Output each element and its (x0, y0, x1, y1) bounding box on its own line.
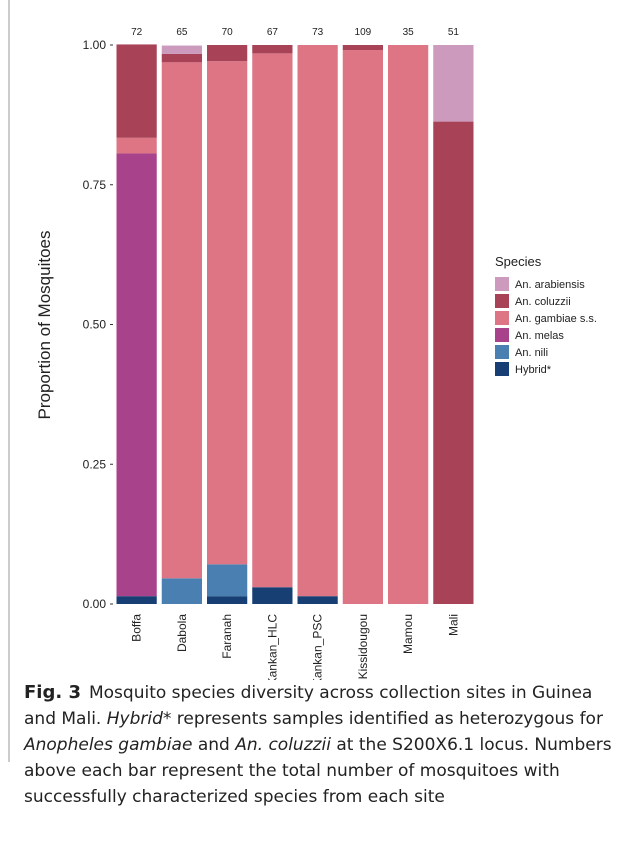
caption-text: Mosquito species diversity across collec… (24, 683, 593, 729)
bar-segment (252, 45, 293, 54)
bar-segment (207, 45, 248, 62)
legend-swatch (495, 311, 509, 325)
bar-segment (116, 44, 157, 138)
bar-total: 73 (312, 27, 324, 38)
legend-swatch (495, 294, 509, 308)
bar-segment (161, 578, 202, 604)
bar-segment (297, 45, 338, 597)
bar-segment (252, 587, 293, 604)
y-tick-label: 0.75 (83, 178, 107, 192)
bar-segment (433, 45, 474, 122)
bar-segment (207, 564, 248, 597)
bar-total: 109 (355, 27, 372, 38)
legend-swatch (495, 328, 509, 342)
y-tick-label: 1.00 (83, 38, 107, 52)
caption-text: Anopheles gambiae (24, 735, 193, 755)
caption-text: Hybrid (106, 709, 163, 729)
bar-total: 65 (176, 27, 188, 38)
bar-segment (161, 53, 202, 63)
x-tick-label: Dabola (175, 614, 189, 652)
legend-label: An. melas (515, 330, 564, 342)
bar-segment (116, 137, 157, 154)
legend-title: Species (495, 254, 542, 269)
caption: Fig. 3 Mosquito species diversity across … (24, 680, 614, 810)
bar-segment (433, 121, 474, 604)
bar-segment (116, 153, 157, 597)
legend-label: An. nili (515, 347, 548, 359)
caption-text: * represents samples identified as heter… (162, 709, 603, 729)
legend-label: An. coluzzii (515, 296, 571, 308)
x-tick-label: Kankan_HLC (265, 614, 279, 680)
bar-segment (207, 61, 248, 565)
bar-segment (252, 53, 293, 588)
chart: Proportion of Mosquitoes Species 0.00 0.2… (8, 0, 597, 680)
caption-text: and (192, 735, 236, 755)
bar-total: 70 (222, 27, 234, 38)
bar-segment (342, 50, 383, 604)
caption-text: at the S200X6.1 locus. Numbers above eac… (24, 735, 612, 807)
y-axis-label: Proportion of Mosquitoes (35, 231, 54, 420)
legend-label: Hybrid* (515, 364, 552, 376)
y-tick-label: 0.50 (83, 318, 107, 332)
legend-swatch (495, 345, 509, 359)
bar-segment (161, 62, 202, 579)
y-tick-label: 0.00 (83, 597, 107, 611)
legend-swatch (495, 277, 509, 291)
bar-segment (388, 45, 429, 604)
y-tick-label: 0.25 (83, 457, 107, 471)
x-tick-label: Mamou (401, 614, 415, 654)
caption-frame (8, 670, 10, 762)
caption-label: Fig. 3 (24, 682, 81, 703)
bar-segment (207, 596, 248, 604)
bar-total: 67 (267, 27, 279, 38)
legend-swatch (495, 362, 509, 376)
x-tick-label: Boffa (130, 614, 144, 642)
legend-label: An. gambiae s.s. (515, 313, 597, 325)
bar-segment (297, 596, 338, 604)
x-tick-label: Faranah (220, 614, 234, 659)
bar-segment (342, 45, 383, 51)
bar-total: 51 (448, 27, 460, 38)
bar-total: 72 (131, 27, 143, 38)
bar-total: 35 (403, 27, 415, 38)
legend-label: An. arabiensis (515, 279, 585, 291)
x-tick-label: Kankan_PSC (311, 614, 325, 680)
x-tick-label: Kissidougou (356, 614, 370, 679)
caption-text: An. coluzzii (235, 735, 331, 755)
x-tick-label: Mali (446, 614, 460, 636)
bar-segment (161, 45, 202, 54)
bar-segment (116, 596, 157, 604)
